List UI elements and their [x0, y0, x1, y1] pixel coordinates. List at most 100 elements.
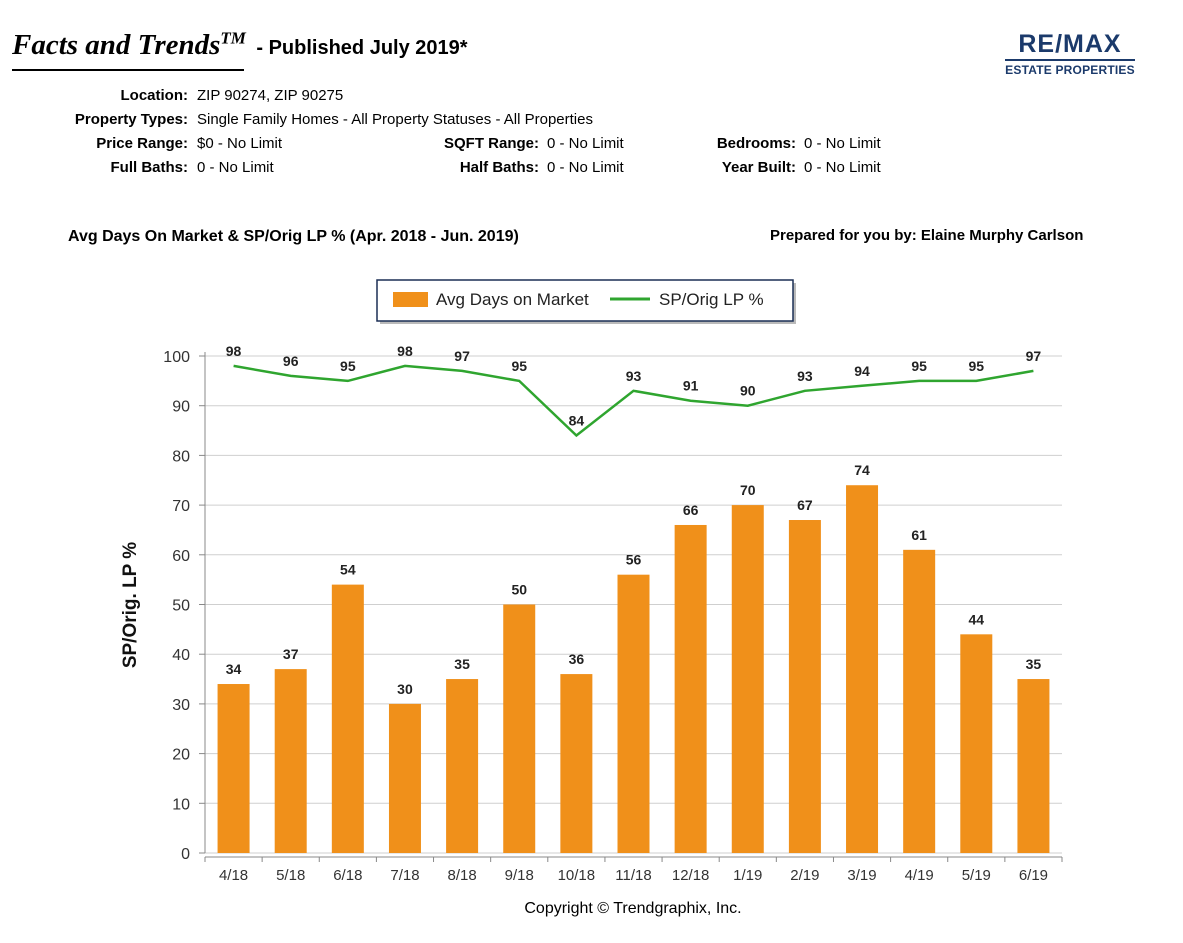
prepared-by: Prepared for you by: Elaine Murphy Carls… [770, 227, 1084, 244]
bar-value-label: 37 [283, 646, 299, 662]
year-built-label: Year Built: [721, 159, 796, 176]
published-subtitle: - Published July 2019* [256, 36, 468, 59]
x-tick-label: 7/18 [390, 867, 419, 884]
line-value-label: 98 [397, 343, 413, 359]
y-tick-label: 40 [172, 647, 190, 664]
x-tick-label: 9/18 [505, 867, 534, 884]
trademark-mark: TM [220, 28, 246, 47]
line-value-label: 96 [283, 353, 299, 369]
x-tick-label: 2/19 [790, 867, 819, 884]
bar-2/19 [788, 520, 821, 853]
legend-box [376, 279, 794, 322]
full-baths-label: Full Baths: [110, 159, 189, 176]
x-tick-label: 11/18 [615, 867, 651, 884]
line-value-label: 94 [854, 363, 870, 379]
bar-5/19 [960, 634, 993, 853]
line-value-label: 93 [626, 368, 642, 384]
half-baths-value: 0 - No Limit [547, 159, 624, 176]
bar-9/18 [503, 604, 536, 853]
line-value-label: 90 [740, 383, 756, 399]
report-title: Facts and TrendsTM - Published July 2019… [12, 28, 468, 71]
y-axis-label: SP/Orig. LP % [120, 542, 141, 668]
year-built-value: 0 - No Limit [804, 159, 881, 176]
line-value-label: 84 [569, 413, 585, 429]
y-tick-label: 70 [172, 498, 190, 515]
line-value-label: 97 [1026, 348, 1042, 364]
price-range-value: $0 - No Limit [197, 135, 283, 152]
bar-value-label: 35 [454, 656, 470, 672]
y-tick-label: 100 [163, 349, 190, 366]
logo-main-text: RE/MAX [1018, 30, 1122, 58]
title-main: Facts and TrendsTM [12, 28, 246, 61]
chart-heading: Avg Days On Market & SP/Orig LP % (Apr. … [68, 228, 519, 245]
title-text: Facts and Trends [12, 28, 221, 61]
bar-value-label: 50 [511, 582, 527, 598]
location-value: ZIP 90274, ZIP 90275 [197, 87, 344, 104]
legend-label-line: SP/Orig LP % [659, 290, 764, 309]
bar-6/18 [331, 584, 364, 853]
legend-label-bar: Avg Days on Market [436, 290, 589, 309]
bar-value-label: 61 [911, 527, 927, 543]
bar-6/19 [1017, 679, 1050, 853]
y-tick-label: 20 [172, 747, 190, 764]
x-tick-label: 4/19 [905, 867, 934, 884]
bar-value-label: 34 [226, 661, 242, 677]
price-range-label: Price Range: [96, 135, 188, 152]
half-baths-label: Half Baths: [459, 159, 539, 176]
bar-5/18 [274, 669, 307, 853]
title-underline [12, 69, 244, 71]
line-value-label: 95 [340, 358, 356, 374]
copyright-text: Copyright © Trendgraphix, Inc. [524, 900, 742, 917]
x-tick-label: 4/18 [219, 867, 248, 884]
y-tick-label: 90 [172, 399, 190, 416]
bar-value-label: 67 [797, 497, 813, 513]
x-tick-label: 6/19 [1019, 867, 1048, 884]
x-tick-label: 1/19 [733, 867, 762, 884]
sp-orig-line [233, 364, 1034, 438]
y-tick-label: 60 [172, 548, 190, 565]
x-tick-label: 8/18 [447, 867, 476, 884]
sqft-range-label: SQFT Range: [443, 135, 539, 152]
logo-sub-text: ESTATE PROPERTIES [1005, 63, 1135, 77]
x-tick-label: 5/18 [276, 867, 305, 884]
line-value-label: 98 [226, 343, 242, 359]
legend-swatch-bar [393, 292, 428, 307]
bar-7/18 [388, 703, 421, 853]
y-tick-label: 30 [172, 697, 190, 714]
bar-value-label: 36 [569, 651, 585, 667]
line-value-label: 93 [797, 368, 813, 384]
bedrooms-label: Bedrooms: [716, 135, 796, 152]
logo-rule [1005, 59, 1135, 61]
bar-4/18 [217, 684, 250, 853]
bar-value-label: 35 [1026, 656, 1042, 672]
bar-1/19 [731, 505, 764, 853]
bar-3/19 [846, 485, 879, 853]
bedrooms-value: 0 - No Limit [804, 135, 881, 152]
line-value-label: 95 [511, 358, 527, 374]
bar-4/19 [903, 549, 936, 853]
bar-11/18 [617, 574, 650, 853]
x-tick-label: 12/18 [672, 867, 710, 884]
property-types-value: Single Family Homes - All Property Statu… [197, 111, 593, 128]
x-tick-label: 10/18 [558, 867, 596, 884]
remax-logo: RE/MAX ESTATE PROPERTIES [1005, 30, 1135, 77]
y-tick-label: 80 [172, 448, 190, 465]
y-tick-label: 10 [172, 796, 190, 813]
line-value-label: 95 [911, 358, 927, 374]
y-tick-label: 0 [181, 846, 190, 863]
x-tick-label: 6/18 [333, 867, 362, 884]
line-value-label: 95 [969, 358, 985, 374]
y-tick-label: 50 [172, 598, 190, 615]
bar-10/18 [560, 674, 593, 853]
bar-8/18 [446, 679, 479, 853]
bar-12/18 [674, 524, 707, 853]
bar-value-label: 54 [340, 562, 356, 578]
full-baths-value: 0 - No Limit [197, 159, 274, 176]
bar-value-label: 56 [626, 552, 642, 568]
x-tick-label: 5/19 [962, 867, 991, 884]
line-value-label: 97 [454, 348, 470, 364]
property-types-label: Property Types: [74, 111, 188, 128]
bar-value-label: 74 [854, 462, 870, 478]
line-value-label: 91 [683, 378, 699, 394]
